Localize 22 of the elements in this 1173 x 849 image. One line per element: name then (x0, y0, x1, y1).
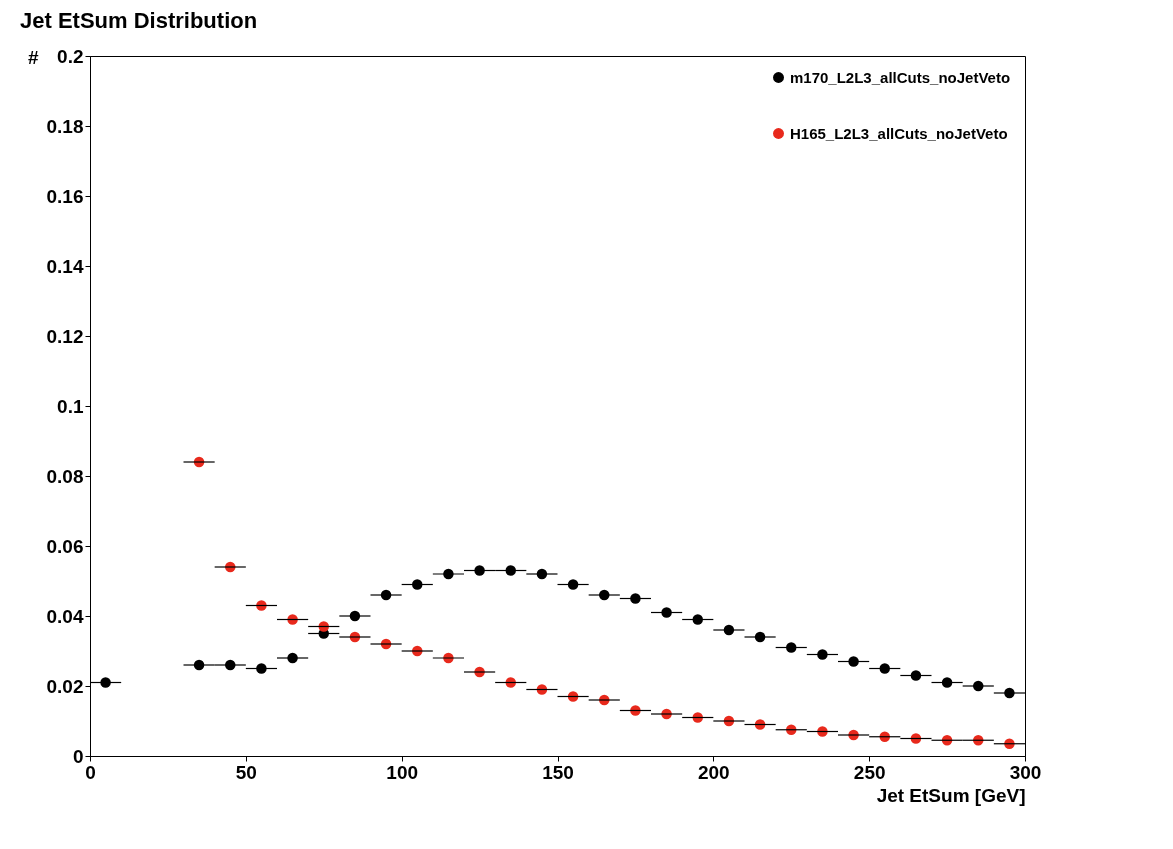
x-tick-label: 100 (386, 761, 419, 783)
y-tick-label: 0.1 (57, 395, 84, 417)
y-tick-label: 0.16 (46, 185, 84, 207)
y-tick-label: 0.08 (46, 465, 84, 487)
x-tick-label: 150 (542, 761, 574, 783)
legend-label: H165_L2L3_allCuts_noJetVeto (790, 124, 1008, 142)
x-axis-title: Jet EtSum [GeV] (876, 784, 1026, 806)
y-tick-label: 0.02 (46, 675, 84, 697)
legend-label: m170_L2L3_allCuts_noJetVeto (790, 68, 1011, 86)
y-tick-label: 0.12 (46, 325, 84, 347)
x-tick-label: 250 (853, 761, 886, 783)
y-tick-label: 0.06 (46, 535, 84, 557)
x-tick-label: 300 (1009, 761, 1042, 783)
y-tick-label: 0 (72, 745, 84, 767)
chart-title: Jet EtSum Distribution (20, 8, 258, 33)
y-tick-label: 0.04 (46, 605, 84, 627)
y-axis-title: # (27, 46, 39, 68)
x-tick-label: 200 (697, 761, 730, 783)
y-tick-label: 0.2 (57, 45, 84, 67)
x-tick-label: 50 (235, 761, 257, 783)
y-tick-label: 0.14 (46, 255, 84, 277)
y-tick-label: 0.18 (46, 115, 84, 137)
